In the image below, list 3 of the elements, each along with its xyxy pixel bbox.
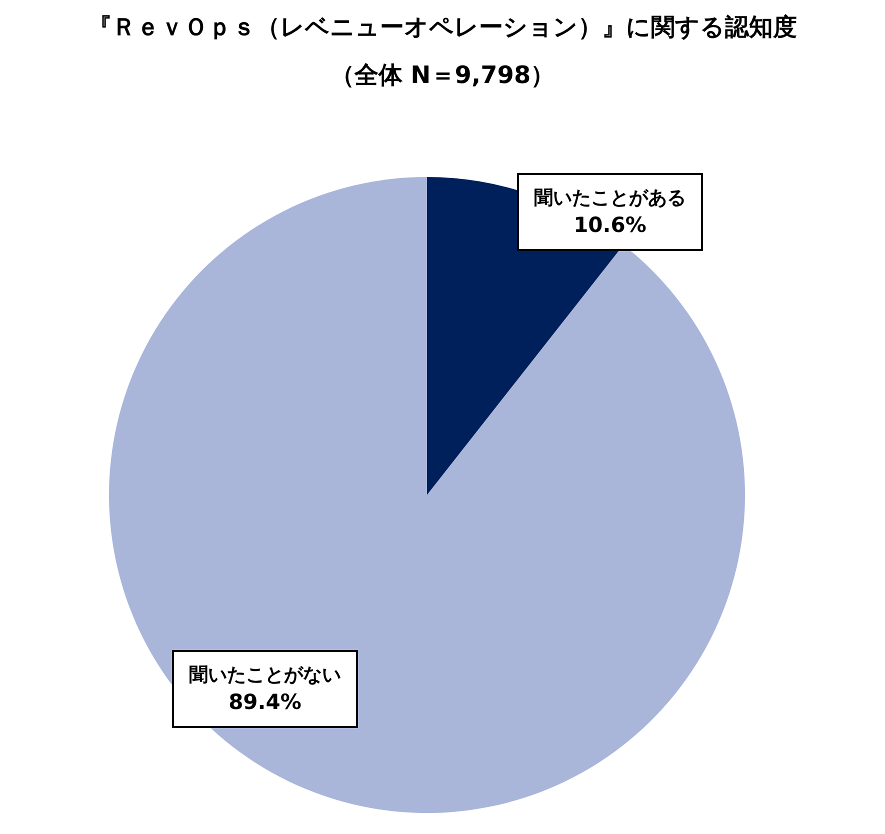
pie-slice bbox=[109, 177, 745, 813]
title: 『ＲｅｖＯｐｓ（レベニューオペレーション）』に関する認知度 bbox=[88, 13, 797, 41]
subtitle: （全体 N＝9,798） bbox=[330, 61, 555, 89]
